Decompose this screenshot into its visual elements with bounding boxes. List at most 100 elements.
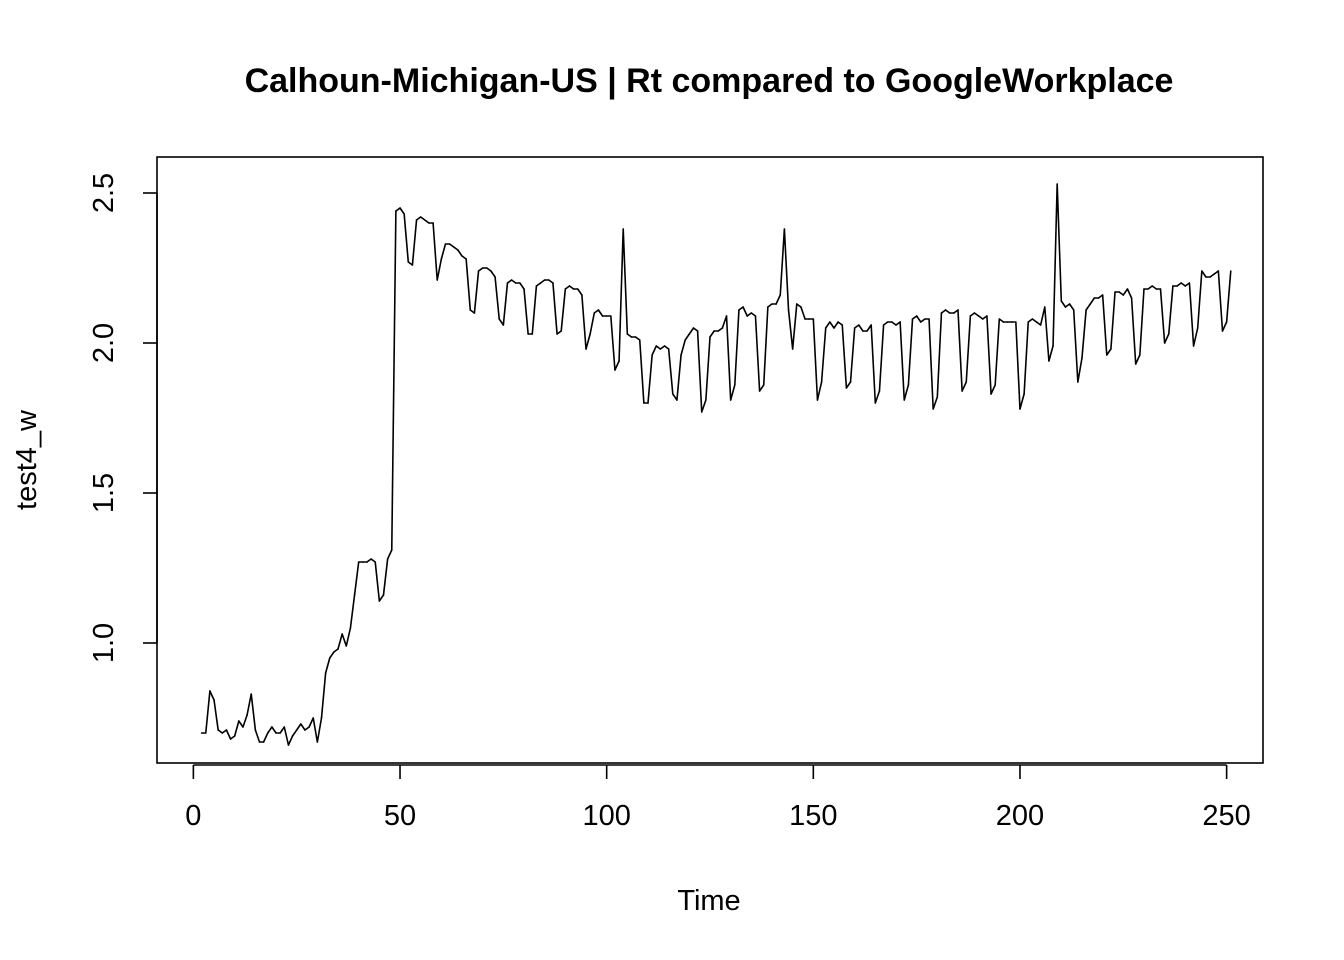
data-point bbox=[1019, 408, 1021, 410]
data-point bbox=[304, 729, 306, 731]
data-point bbox=[969, 315, 972, 317]
data-point bbox=[1155, 288, 1158, 290]
data-point bbox=[787, 309, 790, 311]
data-point bbox=[696, 330, 699, 332]
data-point bbox=[556, 333, 558, 335]
data-point bbox=[829, 321, 831, 323]
data-point bbox=[1122, 294, 1125, 296]
data-point bbox=[581, 294, 583, 296]
data-point bbox=[638, 339, 641, 341]
data-point bbox=[1221, 330, 1224, 332]
data-point bbox=[1006, 321, 1009, 323]
data-point bbox=[461, 255, 463, 257]
x-axis-label: Time bbox=[677, 885, 740, 917]
data-point bbox=[907, 384, 910, 386]
x-tick-label: 250 bbox=[1202, 800, 1250, 832]
data-point bbox=[353, 594, 356, 596]
data-point bbox=[1225, 321, 1228, 323]
data-point bbox=[1147, 288, 1149, 290]
data-point bbox=[1209, 276, 1211, 278]
data-point bbox=[498, 318, 501, 320]
y-tick-label: 2.0 bbox=[88, 323, 120, 363]
data-point bbox=[853, 327, 856, 329]
data-point bbox=[911, 318, 914, 320]
data-point bbox=[1002, 321, 1005, 323]
data-point bbox=[279, 732, 281, 734]
data-point bbox=[510, 279, 513, 281]
data-point bbox=[295, 729, 298, 731]
data-point bbox=[891, 321, 893, 323]
data-point bbox=[564, 288, 567, 290]
data-point bbox=[862, 330, 864, 332]
data-point bbox=[944, 309, 947, 311]
data-point bbox=[812, 318, 815, 320]
data-point bbox=[419, 216, 422, 218]
data-point bbox=[1110, 348, 1112, 350]
data-point bbox=[928, 318, 930, 320]
data-point bbox=[519, 282, 521, 284]
data-point bbox=[481, 267, 484, 269]
x-tick-label: 200 bbox=[996, 800, 1044, 832]
data-point bbox=[721, 327, 724, 329]
data-point bbox=[1143, 288, 1145, 290]
data-point bbox=[486, 267, 488, 269]
data-point bbox=[684, 339, 686, 341]
data-point bbox=[246, 714, 248, 716]
data-point bbox=[936, 396, 939, 398]
data-point bbox=[428, 222, 430, 224]
data-point bbox=[758, 390, 761, 392]
data-point bbox=[630, 336, 633, 338]
data-point bbox=[250, 693, 253, 695]
data-point bbox=[1056, 183, 1058, 185]
data-point bbox=[824, 327, 827, 329]
data-point bbox=[866, 330, 868, 332]
data-point bbox=[345, 645, 348, 647]
data-point bbox=[990, 393, 992, 395]
data-point bbox=[948, 312, 951, 314]
data-point bbox=[994, 384, 996, 386]
data-point bbox=[283, 726, 286, 728]
data-point bbox=[1085, 309, 1087, 311]
data-point bbox=[940, 312, 943, 314]
data-point bbox=[213, 699, 215, 701]
data-point bbox=[357, 561, 360, 563]
series-line bbox=[201, 183, 1232, 746]
data-point bbox=[998, 318, 1001, 320]
data-point bbox=[1101, 294, 1104, 296]
data-point bbox=[750, 312, 753, 314]
data-point bbox=[692, 327, 695, 329]
data-point bbox=[849, 381, 852, 383]
data-point bbox=[1139, 354, 1141, 356]
data-point bbox=[432, 222, 434, 224]
data-point bbox=[1093, 297, 1096, 299]
data-point bbox=[874, 402, 877, 404]
data-point bbox=[643, 402, 645, 404]
data-point bbox=[262, 741, 265, 743]
data-point bbox=[1068, 303, 1071, 305]
data-point bbox=[833, 327, 835, 329]
data-point bbox=[200, 732, 203, 734]
data-point bbox=[700, 411, 703, 413]
data-point bbox=[924, 318, 926, 320]
data-point bbox=[626, 333, 629, 335]
data-point bbox=[808, 318, 810, 320]
x-tick-label: 50 bbox=[384, 800, 416, 832]
data-point bbox=[233, 735, 236, 737]
data-point bbox=[622, 228, 625, 230]
data-point bbox=[680, 354, 682, 356]
data-point bbox=[1134, 363, 1137, 365]
data-point bbox=[1060, 300, 1063, 302]
data-point bbox=[895, 324, 897, 326]
data-point bbox=[258, 741, 261, 743]
data-point bbox=[209, 690, 211, 692]
data-point bbox=[502, 324, 505, 326]
data-point bbox=[349, 627, 352, 629]
data-point bbox=[568, 285, 571, 287]
data-point bbox=[1172, 285, 1174, 287]
chart-title: Calhoun-Michigan-US | Rt compared to Goo… bbox=[245, 62, 1174, 100]
data-point bbox=[663, 345, 666, 347]
data-point bbox=[986, 315, 988, 317]
data-point bbox=[390, 549, 393, 551]
data-point bbox=[651, 354, 653, 356]
